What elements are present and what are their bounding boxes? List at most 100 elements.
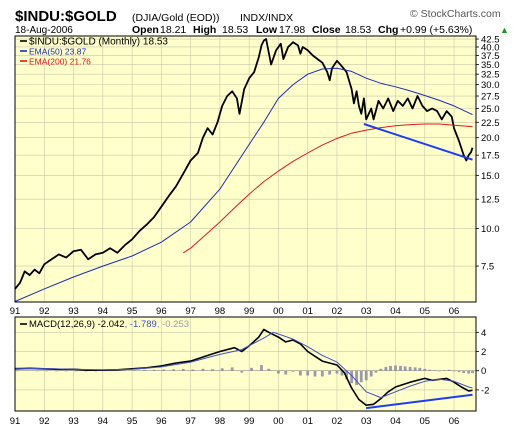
histogram-bar [45, 370, 49, 372]
x-tick-label: 03 [361, 306, 372, 317]
legend-label: MACD(12,26,9) -2.042, -1.789, -0.253 [29, 319, 189, 330]
x-tick-label: 94 [98, 306, 109, 317]
histogram-bar [374, 370, 378, 373]
quote-open: 18.21 [160, 24, 186, 36]
histogram-bar [162, 369, 166, 371]
histogram-bar [201, 368, 205, 371]
macd-panel-frame [14, 316, 477, 412]
histogram-bar [211, 369, 214, 371]
histogram-bar [467, 370, 471, 374]
histogram-bar [306, 370, 310, 376]
histogram-bar [260, 364, 263, 371]
histogram-bar [15, 370, 19, 372]
quote-high-label: High [193, 24, 216, 36]
price-grid [14, 36, 476, 302]
histogram-bar [418, 367, 422, 371]
histogram-bar [350, 370, 354, 384]
price-y-axis: 42.540.037.535.032.530.027.525.0 22.5 20.0… [476, 35, 500, 273]
macd-panel-background [15, 317, 476, 411]
x-tick-label: 96 [156, 306, 167, 317]
x-tick-label: 92 [39, 416, 50, 427]
price-panel-frame [14, 35, 477, 303]
up-arrow-icon: ▲ [500, 25, 509, 35]
histogram-bar [277, 370, 280, 374]
histogram-bar [35, 370, 39, 372]
histogram-bar [428, 369, 432, 371]
x-tick-label: 98 [215, 416, 226, 427]
y-tick-label: 35.0 [481, 60, 500, 71]
x-tick-label: 05 [419, 306, 430, 317]
legend-value: , -1.789 [125, 319, 157, 330]
price-panel: 42.540.037.535.032.530.027.525.0 22.5 20.0… [14, 35, 500, 303]
histogram-bar [457, 370, 461, 373]
price-panel-background [15, 36, 476, 302]
histogram-bar [320, 370, 324, 377]
x-tick-label: 06 [449, 416, 460, 427]
x-tick-label: 99 [244, 306, 255, 317]
quote-chg-label: Chg [378, 24, 398, 36]
histogram-bar [452, 370, 456, 372]
x-tick-label: 96 [156, 416, 167, 427]
x-tick-label: 92 [39, 306, 50, 317]
histogram-bar [364, 370, 368, 381]
histogram-bar [447, 369, 451, 371]
histogram-bar [408, 366, 412, 371]
y-tick-label: 42.5 [481, 35, 500, 46]
chart-description: (DJIA/Gold (EOD)) [132, 12, 220, 24]
histogram-bar [403, 366, 407, 371]
histogram-bar [94, 370, 97, 372]
histogram-bar [84, 370, 88, 372]
histogram-bar [284, 370, 288, 375]
y-tick-label: 17.5 [481, 151, 500, 162]
quote-chg: +0.99 (+5.63%) [400, 24, 472, 36]
y-tick-label: 32.5 [481, 70, 500, 81]
y-tick-label: 20.0 [481, 133, 500, 144]
histogram-bar [298, 370, 302, 376]
x-tick-label: 02 [332, 416, 343, 427]
trendline-line [363, 123, 473, 161]
ema-50-line [14, 67, 473, 302]
watermark: © StockCharts.com [410, 8, 501, 20]
x-tick-label: 93 [68, 306, 79, 317]
histogram-bar [345, 370, 349, 380]
x-tick-label: 06 [449, 306, 460, 317]
histogram-bar [291, 370, 295, 372]
histogram-bar [64, 370, 68, 372]
macd-legend: MACD(12,26,9) -2.042, -1.789, -0.253 [20, 319, 189, 330]
histogram-bar [74, 370, 78, 372]
quote-low: 17.98 [279, 24, 305, 36]
macd-x-axis: 91 92 93 94 95 96 97 98 99 00 01 02 03 04 05 06 [10, 416, 460, 427]
legend-value: -2.042 [95, 319, 125, 330]
histogram-bar [471, 370, 474, 374]
histogram-bar [133, 370, 136, 371]
macd-lines [14, 328, 473, 410]
legend-value: MACD(12,26,9) [29, 319, 95, 330]
y-tick-label: 2 [481, 347, 486, 358]
x-tick-label: 00 [273, 416, 284, 427]
histogram-bar [230, 367, 234, 371]
macd-panel: 4 2 0 -2 MACD(12,26,9) -2.042, -1.789, -0.2… [14, 316, 489, 412]
quote-open-label: Open [132, 24, 159, 36]
histogram-bar [152, 369, 156, 371]
x-tick-label: 04 [390, 306, 401, 317]
y-tick-label: 30.0 [481, 80, 500, 91]
legend-label: $INDU:$GOLD (Monthly) 18.53 [29, 37, 168, 48]
quote-date: 18-Aug-2006 [15, 25, 73, 36]
histogram-bar [267, 368, 271, 371]
legend-label: EMA(200) 21.76 [29, 57, 91, 67]
histogram-bar [191, 369, 195, 371]
x-tick-label: 91 [10, 416, 21, 427]
quote-high: 18.53 [222, 24, 248, 36]
y-tick-label: 4 [481, 328, 486, 339]
x-tick-label: 03 [361, 416, 372, 427]
legend-label: EMA(50) 23.87 [29, 47, 86, 57]
chart-exchange: INDX/INDX [240, 12, 293, 24]
y-tick-label: 0 [481, 366, 486, 377]
x-tick-label: 01 [302, 416, 313, 427]
histogram-bar [355, 370, 358, 386]
histogram-bar [328, 370, 332, 375]
quote-close-label: Close [312, 24, 341, 36]
indu-gold-monthly-line [14, 38, 474, 290]
